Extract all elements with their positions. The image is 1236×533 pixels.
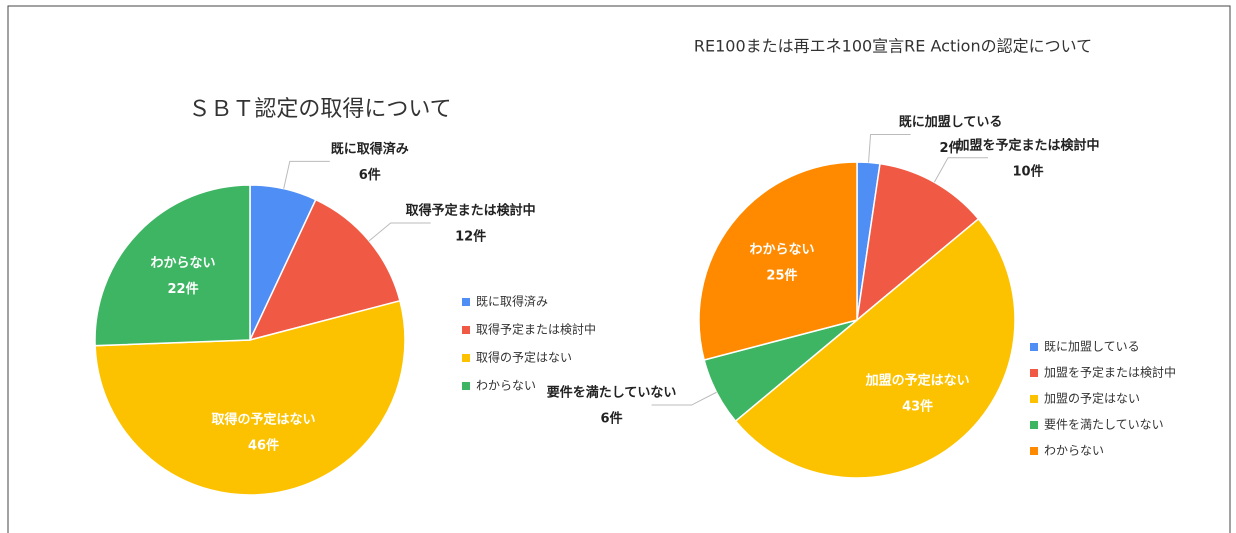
data-label-value: 46件 bbox=[248, 438, 279, 454]
data-label-name: わからない bbox=[151, 256, 216, 271]
legend-swatch bbox=[462, 298, 470, 306]
data-label-name: 既に取得済み bbox=[331, 141, 409, 157]
legend-swatch bbox=[1030, 343, 1038, 351]
legend-swatch bbox=[1030, 369, 1038, 377]
leader-line bbox=[368, 222, 431, 242]
legend-label: 加盟の予定はない bbox=[1044, 391, 1140, 406]
chart-title: RE100または再エネ100宣言RE Actionの認定について bbox=[694, 37, 1092, 56]
data-label-value: 6件 bbox=[359, 167, 381, 183]
data-label-name: 要件を満たしていない bbox=[547, 385, 677, 401]
data-label-value: 43件 bbox=[902, 398, 933, 414]
legend-swatch bbox=[1030, 421, 1038, 429]
leader-line bbox=[868, 133, 911, 163]
legend-swatch bbox=[462, 326, 470, 334]
data-label-name: わからない bbox=[749, 243, 814, 258]
data-label-name: 既に加盟している bbox=[899, 114, 1003, 130]
legend-label: 要件を満たしていない bbox=[1044, 418, 1164, 432]
data-label-value: 6件 bbox=[601, 411, 623, 427]
legend-label: わからない bbox=[1044, 444, 1104, 458]
pie-slice bbox=[698, 161, 858, 361]
legend-swatch bbox=[1030, 447, 1038, 455]
legend-label: 既に加盟している bbox=[1044, 340, 1140, 354]
data-label-name: 取得予定または検討中 bbox=[406, 202, 536, 218]
legend-swatch bbox=[462, 354, 470, 362]
legend-label: わからない bbox=[476, 379, 536, 393]
data-label-value: 22件 bbox=[168, 281, 199, 297]
pie-slice bbox=[734, 217, 1016, 479]
data-label-value: 2件 bbox=[940, 140, 962, 156]
data-label-name: 取得の予定はない bbox=[212, 412, 316, 428]
legend-swatch bbox=[1030, 395, 1038, 403]
data-label-value: 25件 bbox=[766, 268, 797, 284]
legend-swatch bbox=[462, 382, 470, 390]
pie-slice bbox=[94, 299, 406, 496]
data-label-value: 10件 bbox=[1012, 163, 1043, 179]
leader-line bbox=[651, 391, 717, 406]
leader-line bbox=[933, 157, 989, 183]
legend-label: 既に取得済み bbox=[476, 294, 548, 309]
chart-title: ＳＢＴ認定の取得について bbox=[188, 97, 451, 122]
leader-line bbox=[283, 160, 330, 189]
data-label-name: 加盟の予定はない bbox=[865, 372, 970, 388]
data-label-name: 加盟を予定または検討中 bbox=[956, 137, 1100, 153]
pie-slice bbox=[855, 162, 980, 322]
legend-label: 加盟を予定または検討中 bbox=[1044, 365, 1176, 380]
pie-slice bbox=[94, 184, 251, 347]
data-label-value: 12件 bbox=[455, 228, 486, 244]
legend-label: 取得予定または検討中 bbox=[476, 322, 596, 337]
legend-label: 取得の予定はない bbox=[476, 350, 572, 365]
pie-slice bbox=[248, 198, 401, 342]
